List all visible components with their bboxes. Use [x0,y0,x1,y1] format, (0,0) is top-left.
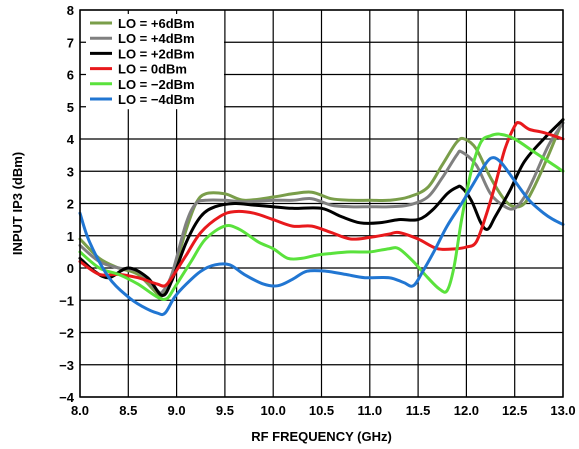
y-tick-label: 8 [67,3,74,18]
legend-label: LO = +4dBm [118,31,195,46]
y-tick-label: 1 [67,229,74,244]
y-tick-label: 6 [67,68,74,83]
x-tick-label: 10.0 [261,403,286,418]
y-tick-label: −2 [59,326,74,341]
series-line-3 [78,118,565,297]
legend-box [86,14,224,110]
y-tick-label: 4 [67,132,75,147]
series-line-4 [78,121,565,288]
y-tick-label: −1 [59,293,74,308]
x-tick-label: 12.5 [502,403,527,418]
legend-label: LO = 0dBm [118,62,187,77]
y-tick-label: 5 [67,100,74,115]
plot-frame [79,9,564,398]
legend-label: LO = −2dBm [118,77,195,92]
x-tick-label: 8.5 [119,403,137,418]
y-tick-label: 2 [67,197,74,212]
x-tick-label: 9.5 [216,403,234,418]
x-tick-labels: 8.0 8.5 9.0 9.5 10.0 10.5 11.0 11.5 12.0 12.5 13.0 [71,403,576,418]
y-tick-label: −4 [59,390,75,405]
series-line-2 [78,121,565,296]
series-line-5 [78,132,565,301]
x-tick-label: 8.0 [71,403,89,418]
x-axis-title: RF FREQUENCY (GHz) [251,429,392,444]
y-tick-label: 3 [67,164,74,179]
legend-label: LO = −4dBm [118,92,195,107]
x-tick-label: 10.5 [309,403,334,418]
y-axis-title: INPUT IP3 (dBm) [10,152,25,255]
x-tick-label: 13.0 [550,403,575,418]
x-tick-label: 9.0 [168,403,186,418]
x-tick-label: 11.5 [406,403,431,418]
y-tick-label: 7 [67,35,74,50]
x-tick-label: 12.0 [454,403,479,418]
y-tick-label: 0 [67,261,74,276]
y-tick-labels: −4 −3 −2 −1 0 1 2 3 4 5 6 7 8 [59,3,75,405]
series-group [78,118,565,317]
x-tick-label: 11.0 [358,403,383,418]
legend-label: LO = +6dBm [118,16,195,31]
legend-label: LO = +2dBm [118,46,195,61]
series-line-6 [78,156,565,317]
y-tick-label: −3 [59,358,74,373]
